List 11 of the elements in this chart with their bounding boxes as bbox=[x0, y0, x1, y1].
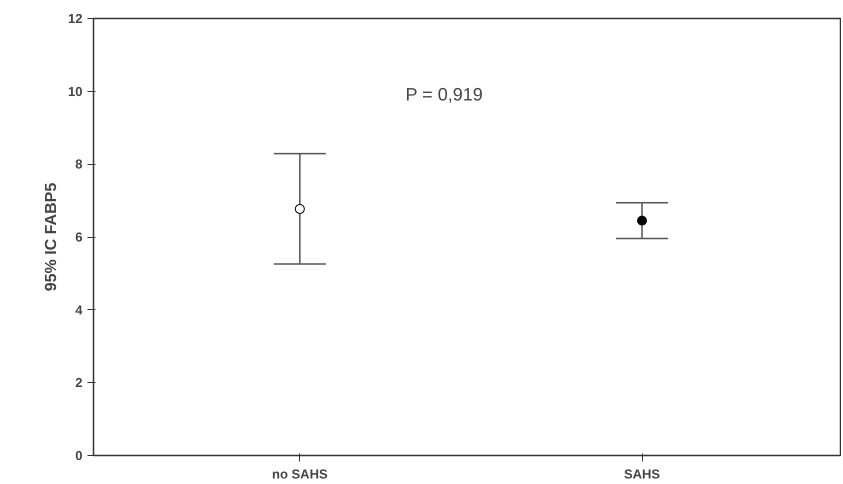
x-tick-label: SAHS bbox=[624, 466, 660, 482]
y-tick-label: 2 bbox=[75, 375, 83, 390]
annotation: P = 0,919 bbox=[406, 84, 483, 104]
y-tick-label: 4 bbox=[75, 302, 84, 318]
y-tick-label: 12 bbox=[68, 11, 83, 26]
y-tick-label: 6 bbox=[75, 230, 83, 244]
y-tick-label: 0 bbox=[75, 448, 83, 463]
y-tick-label: 10 bbox=[68, 84, 83, 99]
y-axis-title: 95% IC FABP5 bbox=[43, 182, 60, 292]
y-tick-label: 8 bbox=[75, 156, 83, 172]
x-tick-label: no SAHS bbox=[272, 466, 328, 482]
